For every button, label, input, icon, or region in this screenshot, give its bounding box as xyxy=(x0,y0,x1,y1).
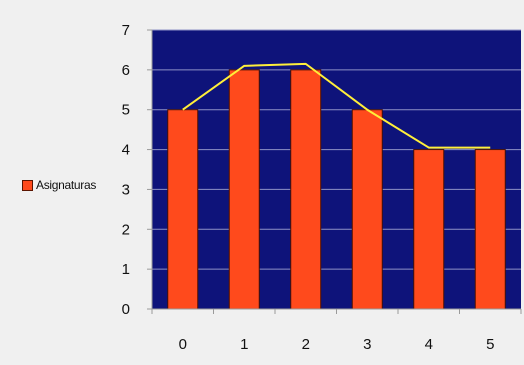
grid-lines xyxy=(152,29,521,270)
y-tick-label: 7 xyxy=(122,22,130,39)
x-tick-label: 5 xyxy=(486,336,494,353)
x-tick-label: 4 xyxy=(425,336,433,353)
x-tick-label: 1 xyxy=(240,336,248,353)
legend-swatch xyxy=(22,179,33,191)
axes xyxy=(147,29,522,314)
overlay-line xyxy=(182,62,491,149)
x-tick-labels: 0 1 2 3 4 5 xyxy=(179,336,495,353)
y-tick-label: 4 xyxy=(122,142,130,159)
bar xyxy=(228,69,260,310)
x-tick-label: 3 xyxy=(363,336,371,353)
y-tick-label: 6 xyxy=(122,62,130,79)
y-tick-label: 0 xyxy=(122,301,130,318)
y-tick-label: 2 xyxy=(122,221,130,238)
y-tick-label: 3 xyxy=(122,181,130,198)
bar xyxy=(290,69,322,310)
bar xyxy=(351,109,383,310)
y-tick-label: 5 xyxy=(122,102,130,119)
y-tick-labels: 0 1 2 3 4 5 6 7 xyxy=(122,22,130,318)
plot-area xyxy=(152,30,521,309)
y-tick-label: 1 xyxy=(122,261,130,278)
x-tick-label: 0 xyxy=(179,336,187,353)
legend: Asignaturas xyxy=(22,177,96,193)
bar xyxy=(167,109,199,310)
x-tick-label: 2 xyxy=(302,336,310,353)
bar xyxy=(413,149,445,310)
legend-label: Asignaturas xyxy=(36,178,97,192)
series-line xyxy=(182,62,491,149)
bar xyxy=(474,149,506,310)
